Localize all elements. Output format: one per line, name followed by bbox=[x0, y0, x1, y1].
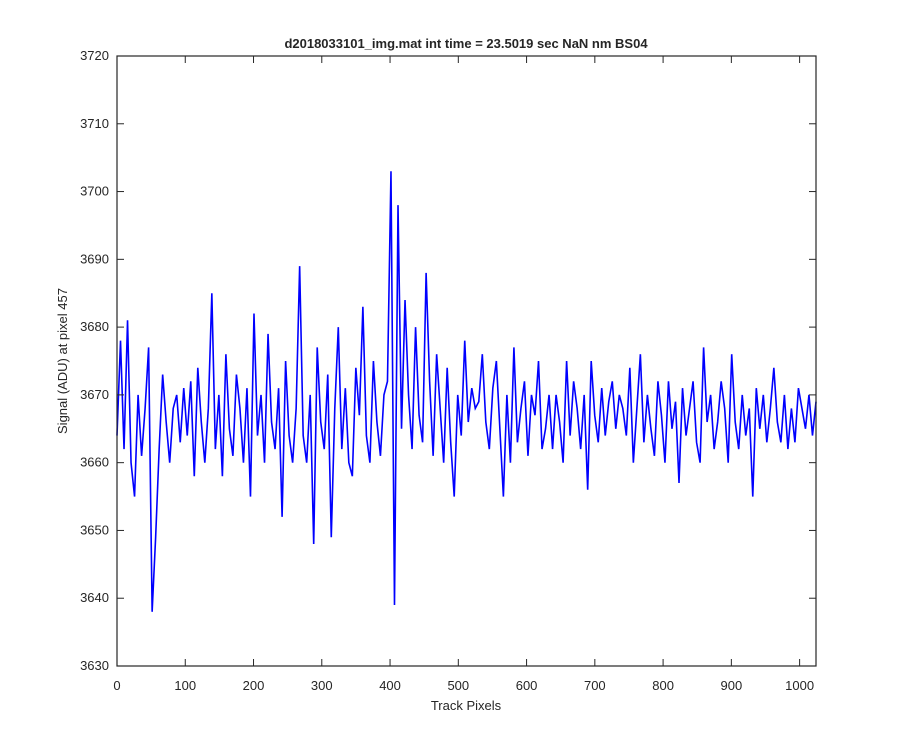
plot-background bbox=[117, 56, 816, 666]
x-tick-label: 500 bbox=[447, 678, 469, 693]
y-tick-labels: 3630 3640 3650 3660 3670 3680 3690 3700 3710 3720 bbox=[80, 48, 109, 673]
x-tick-label: 200 bbox=[243, 678, 265, 693]
x-tick-labels: 0 100 200 300 400 500 600 700 800 900 1000 bbox=[113, 678, 814, 693]
y-tick-marks bbox=[117, 55, 816, 667]
x-tick-label: 1000 bbox=[785, 678, 814, 693]
x-tick-label: 0 bbox=[113, 678, 120, 693]
y-tick-label: 3650 bbox=[80, 522, 109, 537]
y-tick-label: 3630 bbox=[80, 658, 109, 673]
y-axis-label: Signal (ADU) at pixel 457 bbox=[55, 288, 70, 434]
y-tick-label: 3720 bbox=[80, 48, 109, 63]
y-tick-label: 3680 bbox=[80, 319, 109, 334]
y-tick-label: 3660 bbox=[80, 455, 109, 470]
x-axis-label: Track Pixels bbox=[431, 698, 502, 713]
x-tick-label: 600 bbox=[516, 678, 538, 693]
y-tick-label: 3700 bbox=[80, 184, 109, 199]
x-tick-label: 700 bbox=[584, 678, 606, 693]
x-tick-label: 300 bbox=[311, 678, 333, 693]
y-tick-label: 3710 bbox=[80, 116, 109, 131]
series-layer bbox=[116, 171, 817, 612]
x-tick-label: 100 bbox=[174, 678, 196, 693]
y-tick-label: 3640 bbox=[80, 590, 109, 605]
x-tick-label: 900 bbox=[721, 678, 743, 693]
chart-title: d2018033101_img.mat int time = 23.5019 s… bbox=[284, 36, 648, 51]
y-tick-label: 3690 bbox=[80, 251, 109, 266]
series-line-0 bbox=[116, 171, 817, 612]
x-tick-label: 800 bbox=[652, 678, 674, 693]
x-tick-label: 400 bbox=[379, 678, 401, 693]
y-tick-label: 3670 bbox=[80, 387, 109, 402]
plot-frame bbox=[116, 55, 817, 667]
